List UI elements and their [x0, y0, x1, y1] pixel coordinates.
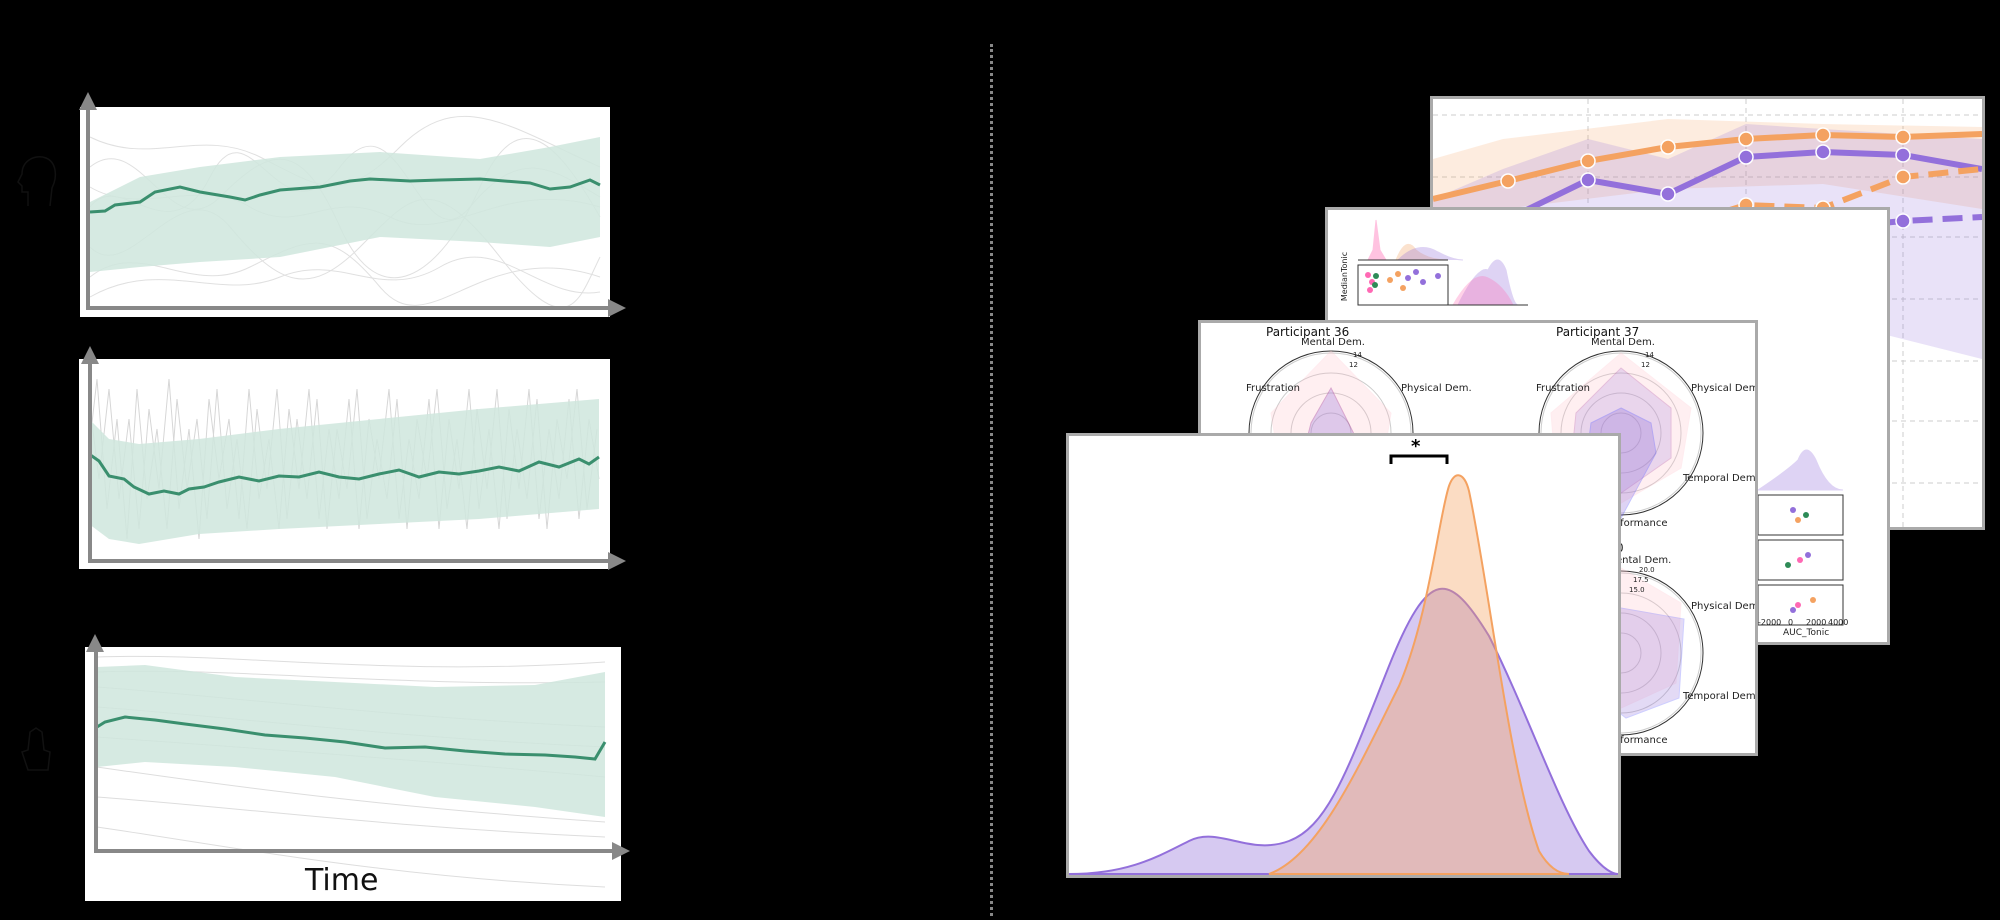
x-axis — [86, 306, 610, 310]
density-chart — [1069, 454, 1618, 875]
radar-axis-physical: Physical Dem. — [1691, 601, 1758, 612]
pairplot-x-tick: 0 — [1788, 618, 1794, 627]
head-profile-icon — [14, 152, 58, 212]
radar-axis-physical: Physical Dem. — [1691, 383, 1758, 394]
pairplot-x-tick: -2000 — [1758, 618, 1782, 627]
radar-axis-performance: rformance — [1616, 518, 1668, 529]
x-axis — [88, 559, 610, 563]
pairplot-y-label: MedianTonic — [1340, 251, 1350, 302]
radar-tick: 17.5 — [1633, 576, 1649, 584]
hand-timeseries-panel: Time — [85, 647, 621, 901]
radar-axis-mental: Mental Dem. — [1301, 337, 1365, 348]
mean-line — [88, 452, 600, 496]
radar-tick: 12 — [1641, 361, 1650, 369]
eeg-timeseries-chart — [89, 115, 601, 308]
significance-bracket — [1389, 454, 1449, 464]
y-axis-arrow-icon — [81, 346, 99, 364]
mean-line — [96, 715, 607, 761]
y-axis — [88, 360, 92, 561]
pairplot-x-tick: 4000 — [1828, 618, 1849, 627]
mean-line — [89, 177, 601, 214]
eeg-timeseries-panel — [80, 107, 610, 317]
eda-timeseries-panel — [79, 359, 610, 569]
x-axis — [94, 849, 614, 853]
radar-axis-temporal: Temporal Dem. — [1683, 473, 1758, 484]
x-axis-arrow-icon — [612, 842, 630, 860]
radar-title-p36: Participant 36 — [1266, 325, 1350, 339]
hand-icon — [18, 722, 58, 772]
hand-timeseries-chart — [96, 655, 607, 888]
section-divider — [990, 44, 993, 916]
radar-tick: 14 — [1645, 351, 1654, 359]
density-chart-card: * — [1066, 433, 1621, 878]
pairplot-x-tick: 2000 — [1806, 618, 1827, 627]
y-axis — [94, 648, 98, 852]
pairplot-x-label: AUC_Tonic — [1783, 628, 1830, 638]
x-axis-label: Time — [305, 863, 379, 898]
x-axis-arrow-icon — [608, 299, 626, 317]
sd-band — [90, 137, 600, 272]
y-axis-arrow-icon — [86, 634, 104, 652]
radar-axis-mental: ental Dem. — [1616, 555, 1672, 566]
radar-axis-mental: Mental Dem. — [1591, 337, 1655, 348]
radar-tick: 15.0 — [1629, 586, 1645, 594]
radar-axis-physical: Physical Dem. — [1401, 383, 1472, 394]
radar-title-p37: Participant 37 — [1556, 325, 1640, 339]
y-axis-arrow-icon — [79, 92, 97, 110]
radar-axis-temporal: Temporal Dem. — [1683, 691, 1758, 702]
eda-timeseries-chart — [88, 378, 600, 544]
radar-tick: 12 — [1349, 361, 1358, 369]
x-axis-arrow-icon — [608, 552, 626, 570]
radar-axis-frustration: Frustration — [1246, 383, 1300, 394]
significance-marker: * — [1411, 436, 1421, 457]
radar-tick: 20.0 — [1639, 566, 1655, 574]
radar-axis-frustration: Frustration — [1536, 383, 1590, 394]
radar-tick: 14 — [1353, 351, 1362, 359]
radar-axis-performance: rformance — [1616, 735, 1668, 746]
y-axis — [86, 108, 90, 310]
